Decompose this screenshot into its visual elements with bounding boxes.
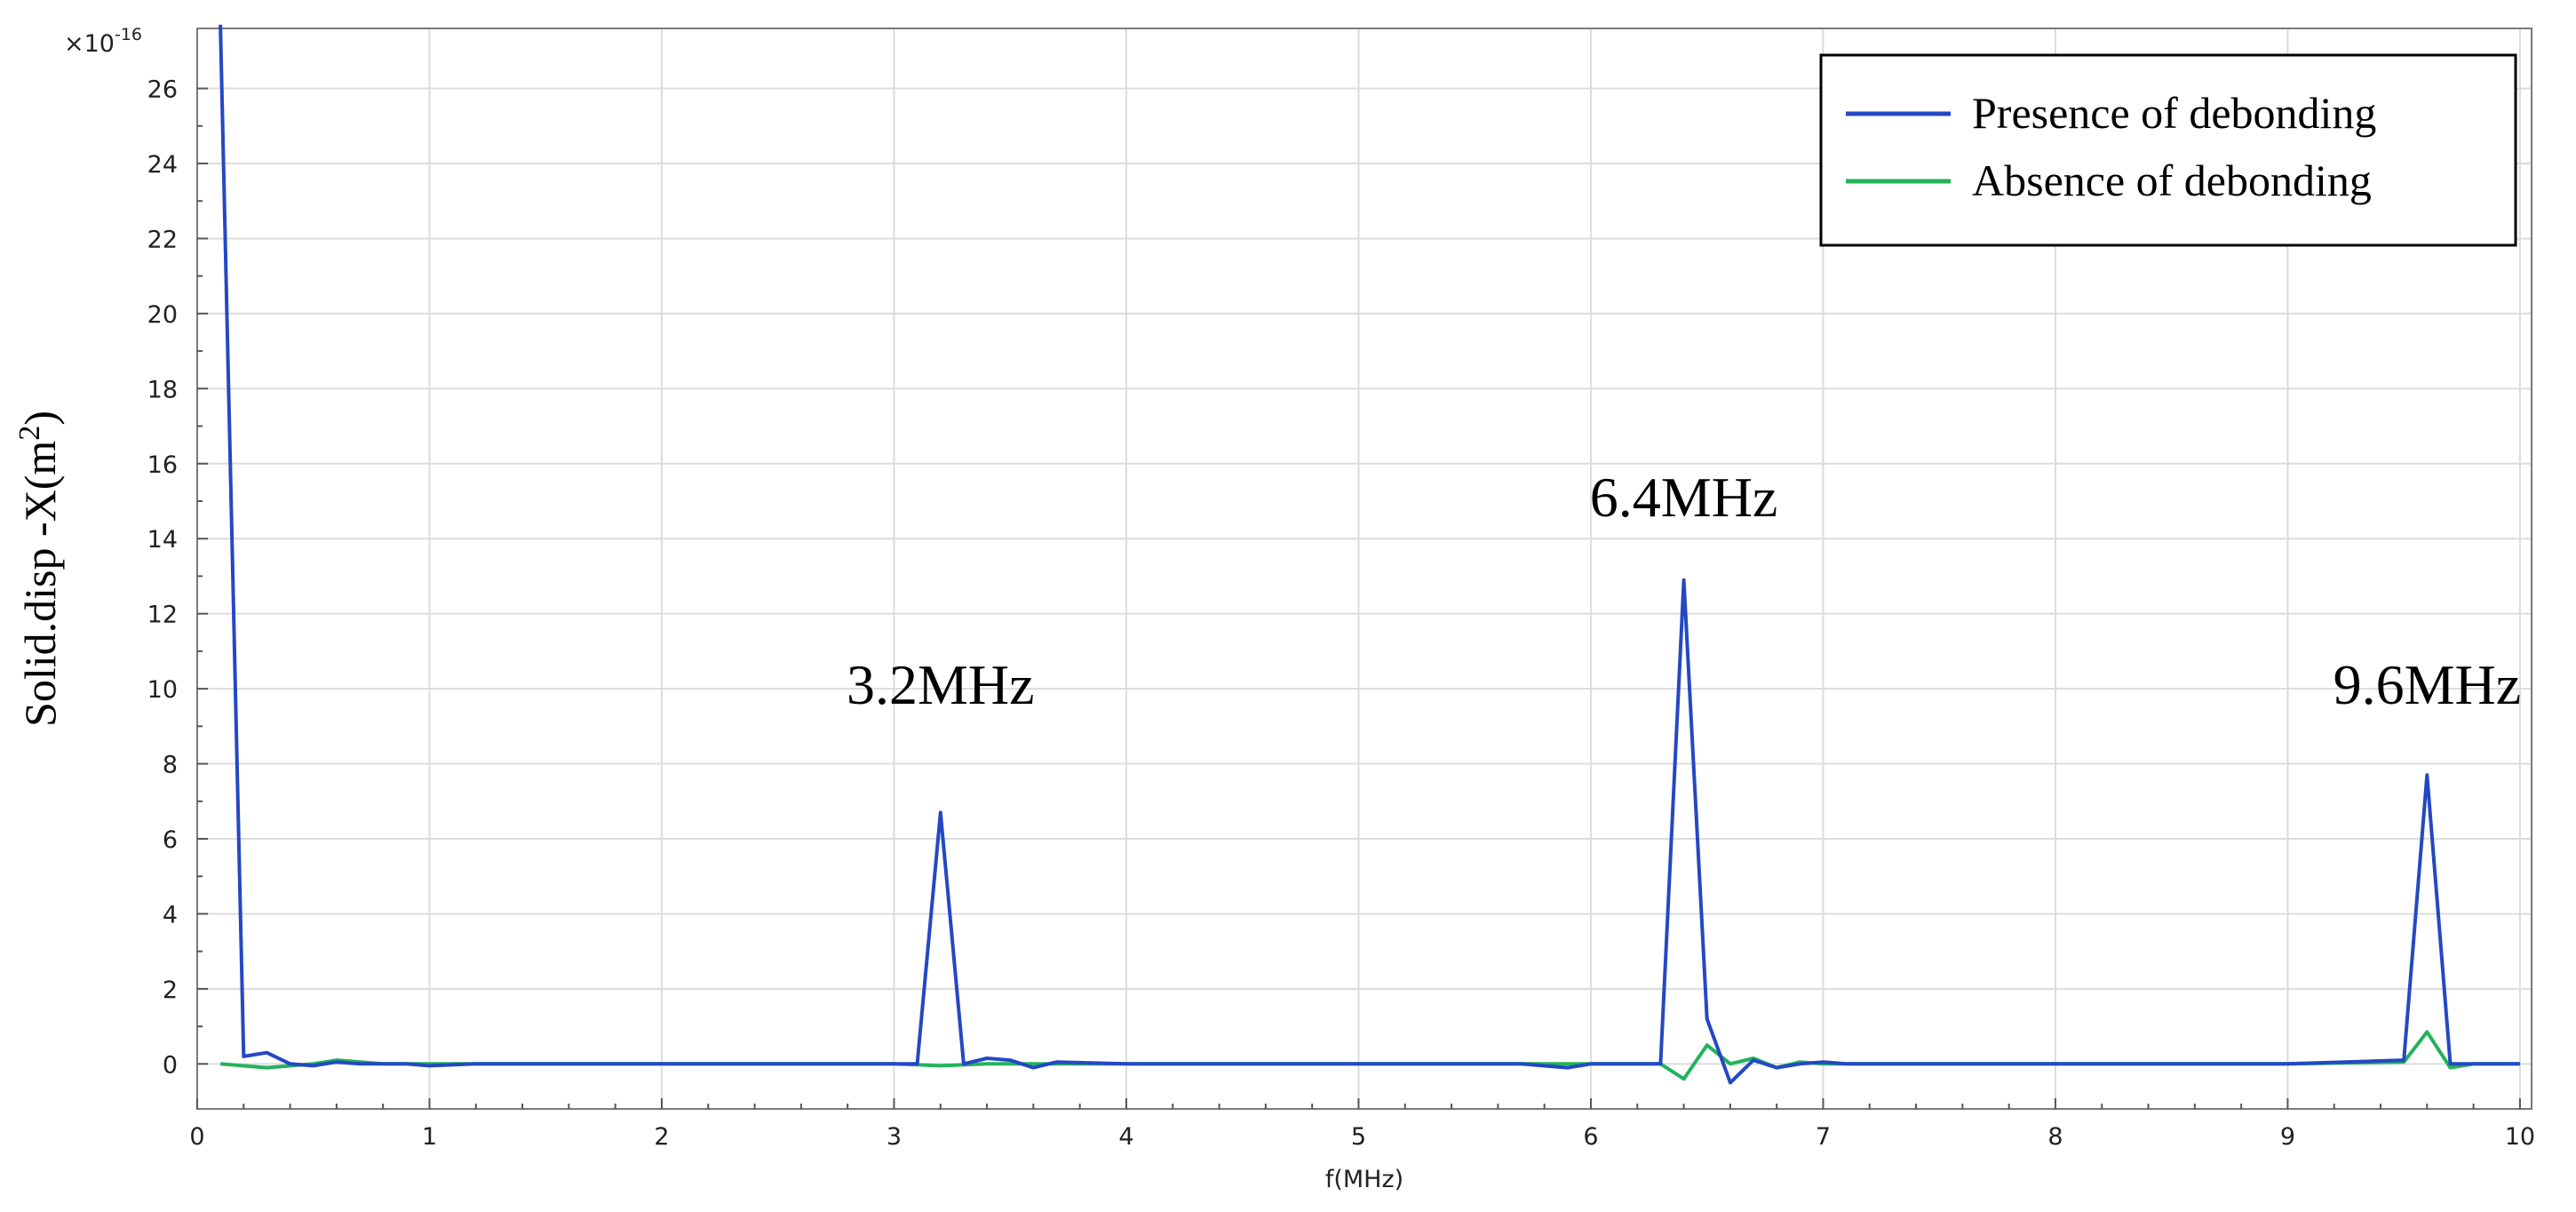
series-line [219, 1030, 2520, 1081]
y-axis-multiplier-base: ×10 [64, 30, 115, 58]
legend-label-absence: Absence of debonding [1972, 155, 2372, 205]
plot-frame [196, 28, 2532, 1110]
legend-label-presence: Presence of debonding [1972, 88, 2376, 138]
x-tick-label: 7 [1816, 1123, 1831, 1151]
y-tick-label: 14 [147, 526, 178, 554]
series-line [219, 24, 2520, 1085]
y-tick-label: 24 [147, 151, 178, 179]
x-axis-title: f(MHz) [1325, 1166, 1403, 1193]
x-tick-label: 4 [1118, 1123, 1133, 1151]
y-tick-label: 2 [163, 977, 178, 1004]
y-axis-multiplier-exp: -16 [115, 25, 142, 44]
x-tick-label: 1 [422, 1123, 437, 1151]
y-tick-label: 8 [163, 752, 178, 779]
y-tick-label: 10 [147, 676, 178, 704]
peak-annotation: 6.4MHz [1590, 466, 1778, 529]
x-tick-label: 5 [1351, 1123, 1366, 1151]
series-layer [219, 24, 2520, 1085]
x-tick-label: 6 [1583, 1123, 1598, 1151]
y-axis-multiplier: ×10-16 [64, 25, 142, 58]
peak-annotation: 9.6MHz [2334, 653, 2522, 716]
y-tick-label: 16 [147, 451, 178, 479]
y-axis-title-sup: 2 [13, 426, 46, 441]
annotation-layer: 3.2MHz 6.4MHz 9.6MHz [847, 466, 2521, 716]
y-tick-label: 18 [147, 376, 178, 403]
x-tick-label: 10 [2505, 1123, 2535, 1151]
x-tick-label: 9 [2280, 1123, 2295, 1151]
x-tick-label: 3 [886, 1123, 902, 1151]
legend-box [1819, 53, 2517, 247]
y-tick-label: 6 [163, 826, 178, 854]
y-tick-label: 0 [163, 1051, 178, 1079]
x-tick-label: 8 [2047, 1123, 2063, 1151]
y-axis-title-close: ) [15, 411, 65, 426]
peak-annotation: 3.2MHz [847, 653, 1035, 716]
legend: Presence of debonding Absence of debondi… [1819, 53, 2517, 247]
y-tick-label: 20 [147, 301, 178, 329]
y-tick-label: 4 [163, 901, 178, 929]
y-axis-title: Solid.disp -X(m2) [13, 411, 66, 727]
y-axis-title-main: Solid.disp -X(m [15, 441, 65, 727]
y-tick-label: 26 [147, 76, 178, 104]
y-tick-label: 22 [147, 226, 178, 253]
y-tick-label: 12 [147, 602, 178, 629]
x-tick-label: 2 [654, 1123, 669, 1151]
x-tick-label: 0 [189, 1123, 204, 1151]
